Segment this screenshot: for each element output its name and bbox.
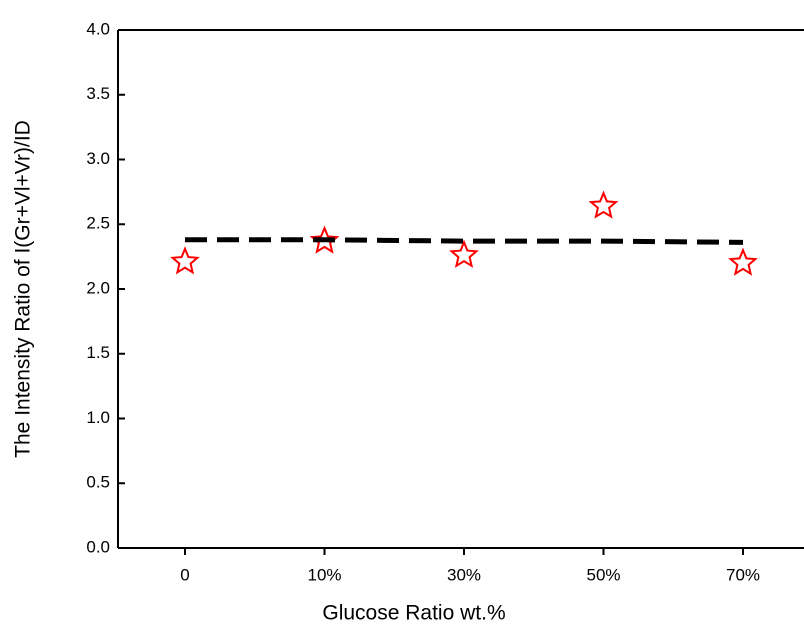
x-tick-label: 0 <box>180 565 189 584</box>
data-point <box>170 246 200 275</box>
x-tick-label: 30% <box>447 565 481 584</box>
x-tick-label: 50% <box>586 565 620 584</box>
y-tick-label: 3.0 <box>86 149 110 168</box>
y-tick-label: 0.0 <box>86 537 110 556</box>
y-tick-label: 1.0 <box>86 408 110 427</box>
y-tick-label: 2.5 <box>86 214 110 233</box>
data-point <box>728 247 758 276</box>
data-point <box>449 239 479 268</box>
y-axis-title: The Intensity Ratio of I(Gr+Vl+Vr)/ID <box>12 120 35 458</box>
x-tick-label: 70% <box>726 565 760 584</box>
y-tick-label: 0.5 <box>86 473 110 492</box>
y-tick-label: 1.5 <box>86 343 110 362</box>
trend-line <box>185 237 744 245</box>
y-tick-label: 4.0 <box>86 19 110 38</box>
y-tick-label: 2.0 <box>86 278 110 297</box>
data-point <box>588 190 619 219</box>
x-tick-label: 10% <box>307 565 341 584</box>
y-tick-label: 3.5 <box>86 84 110 103</box>
x-axis-title: Glucose Ratio wt.% <box>322 602 505 625</box>
